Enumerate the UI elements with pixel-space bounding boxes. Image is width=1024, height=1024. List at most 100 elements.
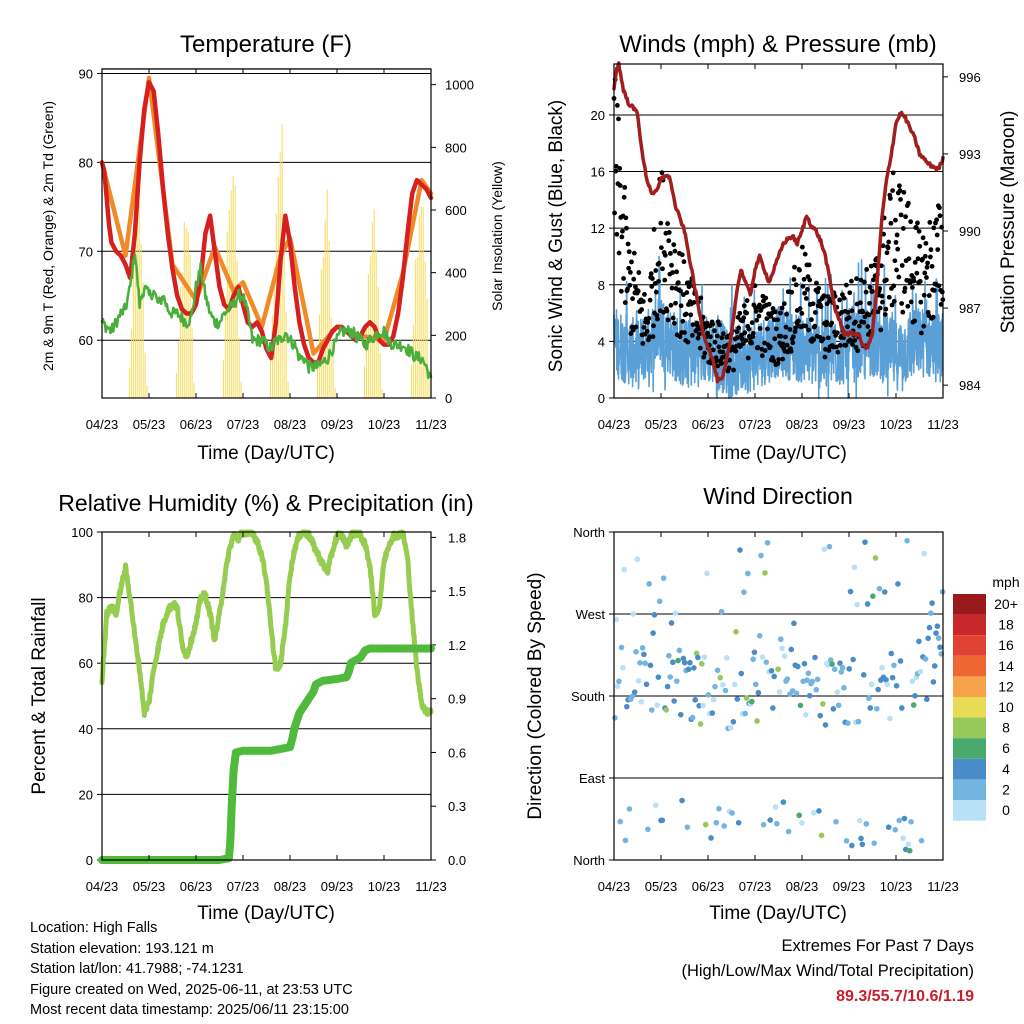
gust-point (931, 288, 937, 293)
gust-point (622, 185, 628, 190)
gust-point (714, 358, 720, 364)
direction-point (713, 819, 720, 826)
gust-point (742, 330, 748, 336)
direction-point (647, 662, 654, 669)
direction-point (831, 666, 838, 673)
gust-point (921, 292, 927, 298)
gust-point (906, 256, 912, 262)
legend-swatch (953, 697, 986, 718)
direction-point (841, 684, 847, 691)
temp-ytick-left-label: 90 (79, 66, 93, 81)
gust-point (647, 297, 653, 303)
gust-point (665, 221, 670, 226)
direction-point (931, 663, 938, 669)
legend-label: 20+ (994, 596, 1018, 612)
rh-frame (101, 531, 432, 861)
gust-point (834, 330, 840, 336)
direction-point (835, 702, 842, 709)
gust-point (766, 301, 772, 307)
gust-point (906, 200, 911, 206)
direction-point (855, 718, 862, 725)
direction-point (716, 805, 722, 812)
gust-point (683, 311, 689, 317)
gust-point (666, 230, 672, 235)
gust-point (905, 303, 911, 309)
legend-label: 14 (998, 658, 1014, 674)
direction-point (897, 658, 904, 664)
rh-ytick-left-label: 40 (79, 722, 93, 737)
gust-point (855, 348, 861, 354)
direction-point (708, 835, 714, 841)
gust-point (669, 262, 674, 268)
rh-xtick-label: 05/23 (133, 879, 166, 894)
gust-point (617, 166, 623, 171)
rh-ytick-left-label: 60 (79, 656, 93, 671)
temp-2m-line (99, 80, 434, 365)
direction-point (917, 668, 924, 675)
direction-point (741, 589, 747, 595)
direction-point (646, 580, 652, 587)
direction-point (900, 835, 906, 841)
gust-point (880, 299, 885, 305)
gust-point (871, 277, 876, 283)
direction-point (779, 645, 785, 652)
gust-point (653, 289, 659, 295)
gust-point (878, 327, 884, 333)
temp-ytick-left-label: 80 (79, 155, 93, 170)
temperature-panel: Temperature (F) 2m & 9m T (Red, Orange) … (40, 31, 505, 464)
gust-point (625, 241, 631, 247)
direction-point (838, 669, 845, 675)
gust-point (787, 327, 793, 332)
gust-point (754, 317, 760, 323)
gust-point (771, 358, 777, 364)
direction-point (916, 638, 922, 645)
gust-point (715, 363, 721, 369)
direction-point (912, 692, 918, 699)
direction-point (922, 656, 929, 662)
direction-xtick-label: 09/23 (833, 879, 866, 894)
gust-point (668, 302, 674, 308)
direction-point (876, 585, 883, 592)
direction-point (864, 601, 871, 607)
direction-point (866, 695, 872, 702)
rh-ytick-left-label: 100 (71, 525, 93, 540)
direction-point (784, 676, 791, 682)
gust-point (930, 314, 936, 320)
direction-point (749, 698, 755, 705)
gust-point (938, 302, 944, 307)
legend-swatch (953, 676, 986, 697)
direction-point (879, 664, 885, 671)
gust-point (705, 330, 711, 336)
direction-point (684, 824, 691, 830)
direction-point (885, 824, 892, 831)
direction-legend-title: mph (992, 574, 1019, 590)
gust-point (757, 325, 763, 331)
direction-point (826, 543, 833, 550)
direction-point (891, 662, 897, 669)
gust-point (737, 310, 743, 316)
direction-point (705, 692, 712, 698)
direction-point (860, 672, 867, 678)
gust-point (741, 303, 747, 309)
direction-xtick-label: 04/23 (598, 879, 631, 894)
direction-point (927, 610, 934, 616)
gust-point (937, 213, 943, 219)
gust-point (687, 280, 692, 286)
rh-xtick-label: 10/23 (368, 879, 401, 894)
direction-point (921, 550, 927, 557)
direction-point (612, 715, 618, 721)
rh-xtick-label: 06/23 (180, 879, 213, 894)
direction-point (816, 808, 822, 814)
gust-point (719, 335, 725, 341)
gust-point (710, 347, 716, 353)
gust-point (833, 344, 839, 350)
gust-point (893, 217, 898, 223)
gust-point (927, 219, 933, 225)
gust-point (899, 263, 905, 268)
winds-ytick-left-label: 20 (591, 108, 605, 123)
direction-point (638, 698, 645, 705)
direction-point (654, 702, 660, 708)
winds-xtick-label: 09/23 (833, 417, 866, 432)
gust-point (659, 170, 665, 176)
direction-point (618, 644, 625, 651)
